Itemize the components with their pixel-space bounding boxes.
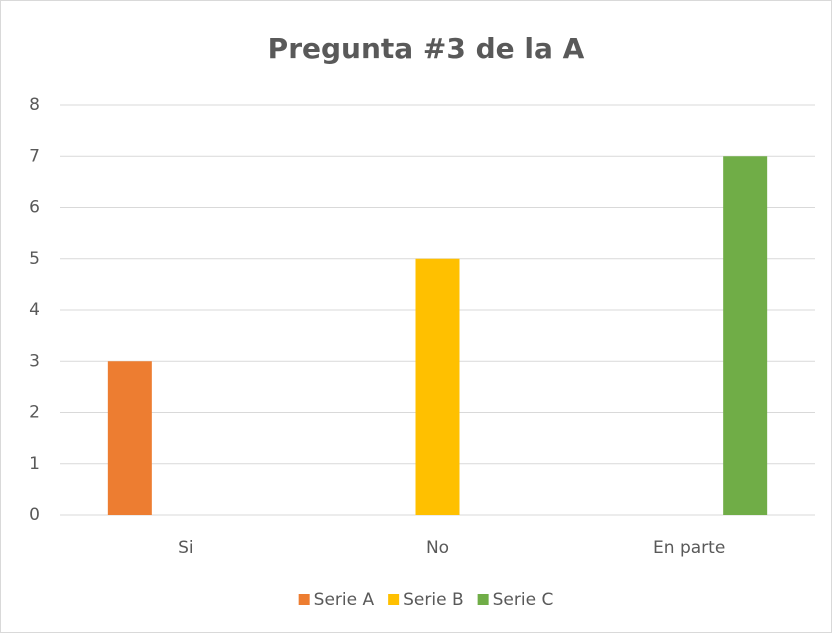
y-tick-label: 6 [29,198,40,218]
legend-swatch [477,594,489,605]
legend-label: Serie C [493,590,554,610]
bar [723,156,768,515]
x-tick-label: En parte [653,538,725,558]
y-tick-label: 4 [29,300,40,320]
bar [107,361,152,515]
y-tick-label: 0 [29,505,40,525]
legend-label: Serie B [403,590,464,610]
legend-swatch [298,594,310,605]
y-tick-label: 2 [29,403,40,423]
legend-swatch [388,594,400,605]
chart-title: Pregunta #3 de la A [268,32,585,65]
y-tick-label: 1 [29,454,40,474]
x-tick-label: Si [178,538,194,558]
y-tick-label: 3 [29,351,40,371]
x-tick-label: No [426,538,449,558]
bar [415,258,460,515]
legend-label: Serie A [314,590,375,610]
y-tick-label: 5 [29,249,40,269]
y-tick-label: 8 [29,95,40,115]
y-tick-label: 7 [29,146,40,166]
